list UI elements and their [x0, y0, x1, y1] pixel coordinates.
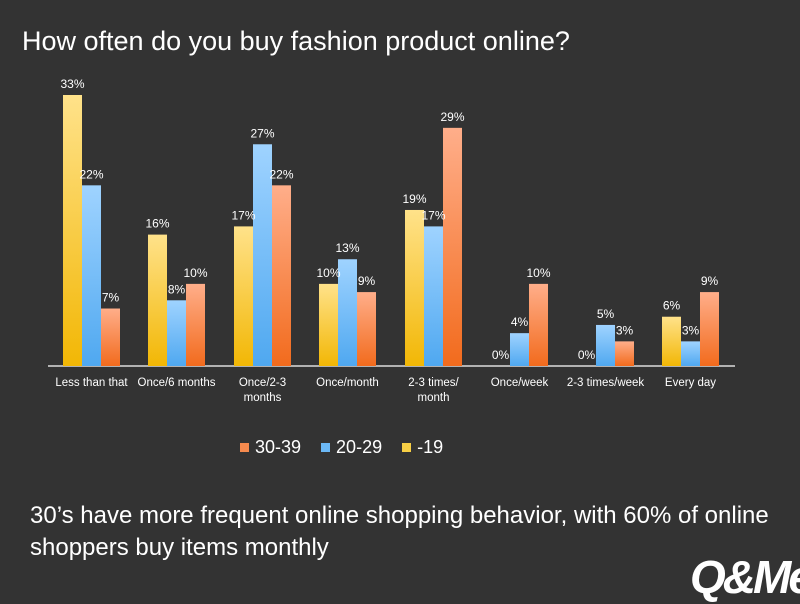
- legend-label-19: -19: [417, 437, 444, 457]
- summary-caption: 30’s have more frequent online shopping …: [30, 502, 769, 561]
- data-label-19-cat-0: 33%: [60, 77, 84, 91]
- x-tick-label-0: Less than that: [55, 377, 128, 389]
- bar-30-39-cat-0: [101, 308, 120, 366]
- bar-19-cat-4: [405, 209, 424, 366]
- legend-label-30-39: 30-39: [255, 437, 302, 457]
- legend-item-20-29: 20-29: [321, 437, 382, 458]
- legend-item-30-39: 30-39: [240, 437, 301, 458]
- data-label-19-cat-5: 0%: [492, 348, 510, 362]
- legend-label-20-29: 20-29: [336, 437, 383, 457]
- bar-20-29-cat-3: [338, 259, 357, 366]
- bar-30-39-cat-6: [615, 341, 634, 366]
- bar-19-cat-2: [234, 226, 253, 366]
- legend-swatch-19: [402, 443, 412, 452]
- qme-logo: Q&Me: [690, 551, 800, 603]
- bar-30-39-cat-4: [443, 127, 462, 367]
- bar-chart: 33% 22% 7% 16% 8% 10% 17% 27% 22% 10% 13% 9% 19% 17% 2…: [48, 77, 735, 404]
- legend-swatch-30-39: [240, 443, 249, 452]
- data-label-20-29-cat-3: 13%: [335, 241, 359, 255]
- data-label-20-29-cat-1: 8%: [168, 282, 186, 296]
- bar-19-cat-7: [662, 316, 681, 366]
- bar-30-39-cat-1: [186, 283, 205, 366]
- data-label-30-39-cat-6: 3%: [616, 323, 634, 337]
- bar-20-29-cat-2: [253, 144, 272, 366]
- bar-19-cat-0: [63, 95, 82, 366]
- bar-30-39-cat-3: [357, 292, 376, 366]
- bar-19-cat-3: [319, 283, 338, 366]
- data-label-20-29-cat-0: 22%: [79, 167, 103, 181]
- bar-20-29-cat-4: [424, 226, 443, 366]
- data-label-19-cat-6: 0%: [578, 348, 596, 362]
- data-label-19-cat-2: 17%: [231, 208, 255, 222]
- data-label-20-29-cat-2: 27%: [250, 126, 274, 140]
- legend-item-19: -19: [402, 437, 443, 458]
- bar-20-29-cat-1: [167, 300, 186, 366]
- data-label-20-29-cat-5: 4%: [511, 315, 529, 329]
- chart-legend: 30-39 20-29 -19: [240, 437, 443, 458]
- data-label-30-39-cat-3: 9%: [358, 274, 376, 288]
- data-label-19-cat-7: 6%: [663, 299, 681, 313]
- data-label-30-39-cat-1: 10%: [183, 266, 207, 280]
- bar-20-29-cat-5: [510, 333, 529, 366]
- x-tick-label-5: Once/week: [491, 377, 549, 389]
- x-tick-label-3: Once/month: [316, 377, 379, 389]
- data-label-30-39-cat-0: 7%: [102, 291, 120, 305]
- bar-20-29-cat-6: [596, 324, 615, 366]
- data-label-19-cat-4: 19%: [402, 192, 426, 206]
- bar-19-cat-1: [148, 234, 167, 366]
- data-label-30-39-cat-5: 10%: [526, 266, 550, 280]
- data-label-30-39-cat-7: 9%: [701, 274, 719, 288]
- bar-30-39-cat-2: [272, 185, 291, 366]
- data-label-20-29-cat-7: 3%: [682, 323, 700, 337]
- x-tick-label-2: Once/2-3 months: [239, 377, 286, 404]
- bar-30-39-cat-7: [700, 292, 719, 366]
- bar-30-39-cat-5: [529, 283, 548, 366]
- data-label-20-29-cat-6: 5%: [597, 307, 615, 321]
- legend-swatch-20-29: [321, 443, 331, 452]
- bar-20-29-cat-7: [681, 341, 700, 366]
- x-tick-label-4: 2-3 times/month: [408, 377, 459, 404]
- x-tick-label-7: Every day: [665, 377, 716, 389]
- bar-20-29-cat-0: [82, 185, 101, 366]
- x-tick-label-6: 2-3 times/week: [567, 377, 645, 389]
- chart-title: How often do you buy fashion product onl…: [22, 26, 570, 56]
- data-label-30-39-cat-4: 29%: [440, 110, 464, 124]
- data-label-20-29-cat-4: 17%: [421, 208, 445, 222]
- data-label-30-39-cat-2: 22%: [269, 167, 293, 181]
- data-label-19-cat-1: 16%: [145, 217, 169, 231]
- x-tick-label-1: Once/6 months: [138, 377, 216, 389]
- data-label-19-cat-3: 10%: [316, 266, 340, 280]
